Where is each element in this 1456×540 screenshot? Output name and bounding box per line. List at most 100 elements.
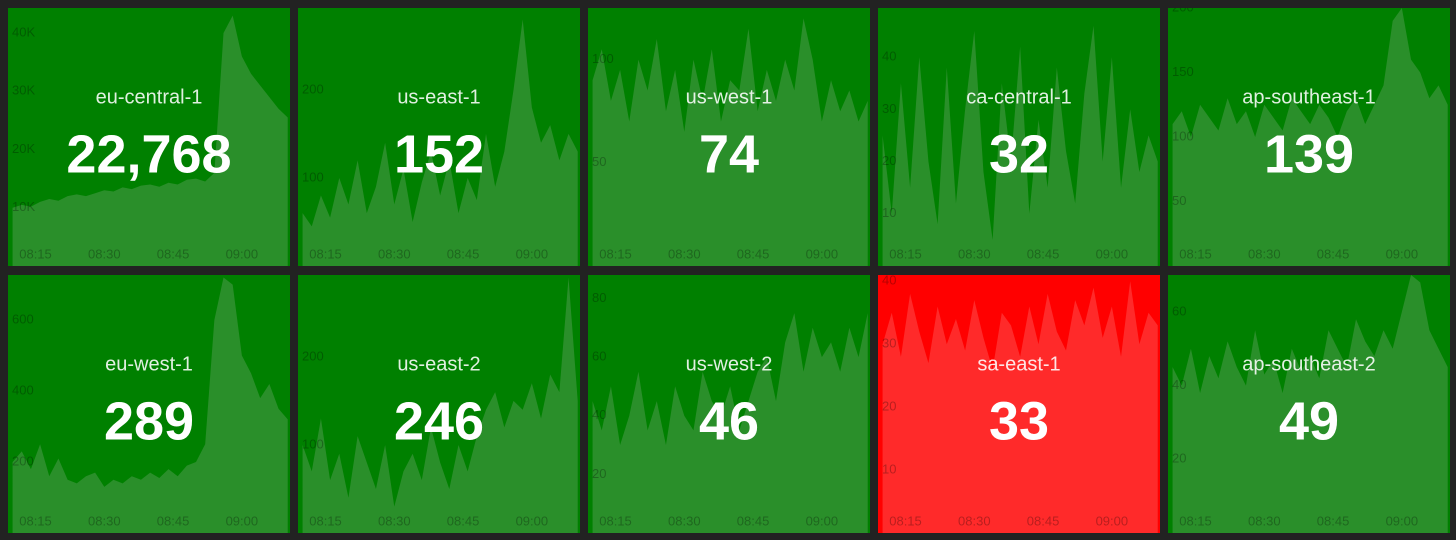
stat-value: 74 [699,124,759,184]
panel-title: us-west-2 [686,353,773,375]
stat-panel: 100 200 08:15 08:30 08:45 09:00 us-east-2 246 [298,275,580,533]
y-tick-label: 20 [1172,451,1186,466]
y-tick-label: 40 [882,49,896,64]
panel-title: us-east-2 [397,353,480,375]
stat-value: 22,768 [66,124,231,184]
x-tick-label: 08:30 [668,513,701,528]
x-tick-label: 09:00 [1096,513,1129,528]
x-tick-label: 08:15 [19,513,52,528]
x-tick-label: 08:30 [378,513,411,528]
y-tick-label: 200 [302,81,324,96]
x-tick-label: 08:15 [889,246,922,261]
stat-value: 246 [394,391,484,451]
stat-value: 139 [1264,124,1354,184]
x-tick-label: 08:15 [1179,246,1212,261]
x-tick-label: 08:30 [88,513,121,528]
x-tick-label: 08:45 [157,246,190,261]
y-tick-label: 20 [882,399,896,414]
x-tick-label: 09:00 [806,513,839,528]
x-tick-label: 09:00 [516,513,549,528]
x-tick-label: 09:00 [806,246,839,261]
stat-panel: 10 20 30 40 08:15 08:30 08:45 09:00 ca-central-1… [878,8,1160,266]
sparkline-area [882,281,1158,533]
y-tick-label: 10K [12,199,35,214]
y-tick-label: 100 [302,169,324,184]
sparkline-area [302,19,578,266]
y-tick-label: 200 [1172,0,1194,14]
y-tick-label: 30 [882,101,896,116]
x-tick-label: 08:45 [1027,513,1060,528]
y-tick-label: 30 [882,336,896,351]
x-tick-label: 08:15 [19,246,52,261]
stat-value: 152 [394,124,484,184]
y-tick-label: 10 [882,462,896,477]
y-tick-label: 50 [592,154,606,169]
y-tick-label: 20 [592,466,606,481]
y-tick-label: 60 [1172,303,1186,318]
sparkline-area [12,15,288,266]
y-tick-label: 30K [12,83,35,98]
x-tick-label: 08:30 [668,246,701,261]
x-tick-label: 08:15 [309,246,342,261]
y-tick-label: 200 [12,453,34,468]
y-tick-label: 150 [1172,64,1194,79]
x-tick-label: 09:00 [226,513,259,528]
stat-panel: 10K 20K 30K 40K 08:15 08:30 08:45 09:00 eu-centr… [8,8,290,266]
y-tick-label: 40 [1172,377,1186,392]
sparkline-area [1172,8,1448,266]
x-tick-label: 09:00 [516,246,549,261]
panel-title: ap-southeast-1 [1242,86,1375,108]
x-tick-label: 08:45 [1317,513,1350,528]
stat-panel: 50 100 08:15 08:30 08:45 09:00 us-west-1 74 [588,8,870,266]
x-tick-label: 08:30 [1248,246,1281,261]
panel-title: eu-central-1 [96,86,203,108]
stat-panel: 20 40 60 08:15 08:30 08:45 09:00 ap-southeast-2… [1168,275,1450,533]
panel-title: ap-southeast-2 [1242,353,1375,375]
stat-value: 46 [699,391,759,451]
y-tick-label: 100 [1172,128,1194,143]
panel-title: us-east-1 [397,86,480,108]
x-tick-label: 09:00 [1386,513,1419,528]
x-tick-label: 08:15 [599,246,632,261]
sparkline-area [882,25,1158,266]
x-tick-label: 08:30 [958,513,991,528]
stat-panel: 200 400 600 08:15 08:30 08:45 09:00 eu-west-1 28… [8,275,290,533]
x-tick-label: 09:00 [1386,246,1419,261]
panel-title: us-west-1 [686,86,773,108]
x-tick-label: 08:45 [447,513,480,528]
stat-value: 49 [1279,391,1339,451]
y-tick-label: 10 [882,205,896,220]
x-tick-label: 08:30 [378,246,411,261]
sparkline-area [592,313,868,533]
sparkline-area [302,277,578,533]
y-tick-label: 200 [302,348,324,363]
x-tick-label: 08:30 [958,246,991,261]
stat-panel: 10 20 30 40 08:15 08:30 08:45 09:00 sa-east-1 33 [878,273,1160,533]
x-tick-label: 08:30 [1248,513,1281,528]
x-tick-label: 08:45 [737,513,770,528]
y-tick-label: 20K [12,141,35,156]
stat-panel: 100 200 08:15 08:30 08:45 09:00 us-east-1 152 [298,8,580,266]
x-tick-label: 08:45 [737,246,770,261]
y-tick-label: 600 [12,312,34,327]
x-tick-label: 08:15 [1179,513,1212,528]
y-tick-label: 40 [592,407,606,422]
panel-title: sa-east-1 [977,353,1060,375]
y-tick-label: 40K [12,24,35,39]
sparkline-area [12,277,288,533]
y-tick-label: 100 [302,436,324,451]
stat-panel: 50 100 150 200 08:15 08:30 08:45 09:00 ap-southe… [1168,0,1450,266]
stat-panel: 20 40 60 80 08:15 08:30 08:45 09:00 us-west-2 46 [588,275,870,533]
y-tick-label: 40 [882,273,896,288]
x-tick-label: 09:00 [1096,246,1129,261]
x-tick-label: 09:00 [226,246,259,261]
y-tick-label: 100 [592,51,614,66]
panel-title: eu-west-1 [105,353,193,375]
stat-value: 289 [104,391,194,451]
sparkline-area [592,18,868,266]
y-tick-label: 20 [882,153,896,168]
stat-value: 33 [989,391,1049,451]
y-tick-label: 80 [592,290,606,305]
x-tick-label: 08:45 [157,513,190,528]
